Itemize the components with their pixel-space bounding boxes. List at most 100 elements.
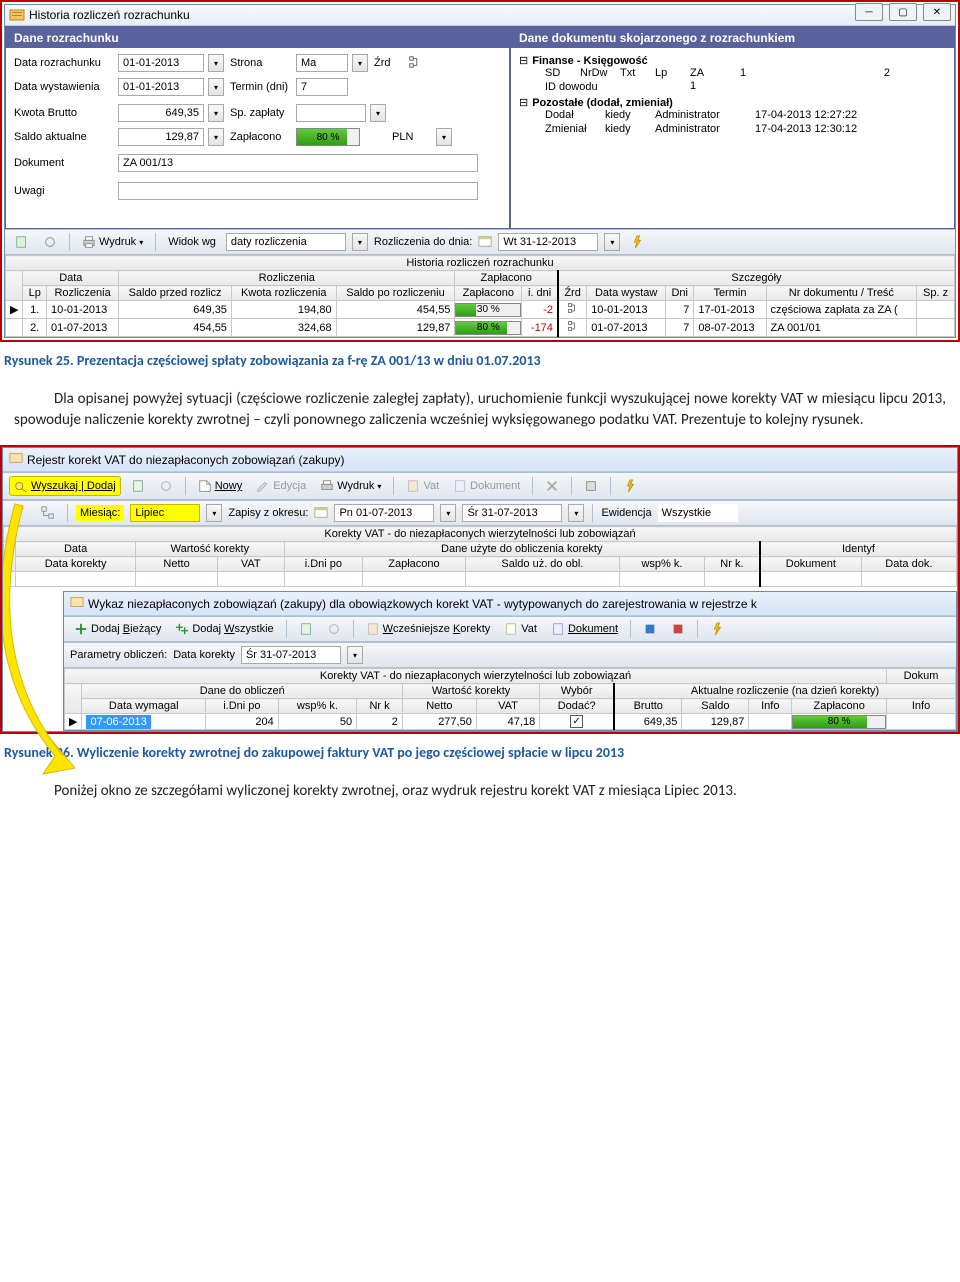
- tree-icon-1[interactable]: [9, 504, 31, 522]
- data-korekty-dropdown[interactable]: ▾: [347, 646, 363, 664]
- sub-dokument-button[interactable]: Dokument: [547, 620, 622, 638]
- toolbar-btn-2[interactable]: [39, 233, 61, 251]
- dropdown-sp-zaplaty[interactable]: ▾: [370, 104, 386, 122]
- widok-wg-field[interactable]: daty rozliczenia: [226, 233, 346, 251]
- lightning-icon-3[interactable]: [706, 620, 728, 638]
- sub-col-brutto[interactable]: Brutto: [614, 699, 682, 714]
- sub-col-vat[interactable]: VAT: [476, 699, 539, 714]
- col-lp[interactable]: Lp: [23, 286, 47, 301]
- sub-col-wsp[interactable]: wsp% k.: [278, 699, 356, 714]
- col-zrd[interactable]: Źrd: [558, 286, 587, 301]
- lightning-icon-2[interactable]: [619, 477, 641, 495]
- date-to-field[interactable]: Śr 31-07-2013: [462, 504, 562, 522]
- miesiac-field[interactable]: Lipiec: [130, 504, 200, 522]
- dodaj-wszystkie-button[interactable]: Dodaj Wszystkie: [171, 620, 277, 638]
- col-idni[interactable]: i. dni: [522, 286, 558, 301]
- field-dokument[interactable]: ZA 001/13: [118, 154, 478, 172]
- col-kwota[interactable]: Kwota rozliczenia: [231, 286, 336, 301]
- col-vat[interactable]: VAT: [217, 557, 284, 572]
- dropdown-kwota[interactable]: ▾: [208, 104, 224, 122]
- col-dni[interactable]: Dni: [666, 286, 694, 301]
- calendar-icon-2[interactable]: [314, 505, 328, 522]
- rozliczenia-date-field[interactable]: Wt 31-12-2013: [498, 233, 598, 251]
- nowy-button[interactable]: Nowy: [194, 477, 247, 495]
- col-netto[interactable]: Netto: [136, 557, 218, 572]
- field-data-rozrachunku[interactable]: 01-01-2013: [118, 54, 204, 72]
- field-kwota-brutto[interactable]: 649,35: [118, 104, 204, 122]
- wczesniejsze-button[interactable]: Wcześniejsze Korekty: [362, 620, 495, 638]
- dropdown-pln[interactable]: ▾: [436, 128, 452, 146]
- lightning-icon[interactable]: [626, 233, 648, 251]
- rozliczenia-date-dropdown[interactable]: ▾: [604, 233, 620, 251]
- vat-button[interactable]: Vat: [402, 477, 443, 495]
- close-button[interactable]: ✕: [923, 3, 951, 21]
- dodaj-biezacy-button[interactable]: Dodaj Bieżący: [70, 620, 165, 638]
- sub-red-sq[interactable]: [667, 620, 689, 638]
- field-termin[interactable]: 7: [296, 78, 348, 96]
- col-zaplacono-2[interactable]: Zapłacono: [363, 557, 465, 572]
- collapse-icon-2[interactable]: ⊟: [519, 96, 528, 109]
- collapse-icon[interactable]: ⊟: [519, 54, 528, 67]
- dodac-checkbox[interactable]: ✓: [570, 715, 583, 728]
- sub-blue-sq[interactable]: [639, 620, 661, 638]
- field-uwagi[interactable]: [118, 182, 478, 200]
- dropdown-data-rozrachunku[interactable]: ▾: [208, 54, 224, 72]
- sub-tb-btn-4[interactable]: [323, 620, 345, 638]
- field-strona[interactable]: Ma: [296, 54, 348, 72]
- sub-col-netto[interactable]: Netto: [402, 699, 476, 714]
- col-dokument-2[interactable]: Dokument: [760, 557, 861, 572]
- sub-col-zaplacono[interactable]: Zapłacono: [792, 699, 887, 714]
- ewidencja-field[interactable]: Wszystkie: [658, 504, 738, 522]
- field-sp-zaplaty[interactable]: [296, 104, 366, 122]
- data-korekty-field[interactable]: Śr 31-07-2013: [241, 646, 341, 664]
- wyszukaj-dodaj-button[interactable]: Wyszukaj | Dodaj: [9, 476, 121, 496]
- toolbar-btn-1[interactable]: [11, 233, 33, 251]
- dokument-button[interactable]: Dokument: [449, 477, 524, 495]
- sub-col-dodac[interactable]: Dodać?: [540, 699, 614, 714]
- sub-col-info2[interactable]: Info: [887, 699, 956, 714]
- tb2-btn-sq[interactable]: [580, 477, 602, 495]
- sub-grid-row[interactable]: ▶ 07-06-2013 204 50 2 277,50 47,18 ✓ 649…: [65, 714, 956, 730]
- sub-col-idni[interactable]: i.Dni po: [206, 699, 279, 714]
- sub-col-nrk[interactable]: Nr k: [357, 699, 403, 714]
- col-zaplacono[interactable]: Zapłacono: [455, 286, 522, 301]
- col-saldo-uz[interactable]: Saldo uż. do obl.: [465, 557, 619, 572]
- tb2-btn-3[interactable]: [155, 477, 177, 495]
- calendar-icon[interactable]: [478, 234, 492, 251]
- tb2-btn-x[interactable]: [541, 477, 563, 495]
- field-data-wyst[interactable]: 01-01-2013: [118, 78, 204, 96]
- col-rozliczenia[interactable]: Rozliczenia: [46, 286, 118, 301]
- col-sp[interactable]: Sp. z: [917, 286, 955, 301]
- wydruk-button-2[interactable]: Wydruk ▾: [316, 477, 385, 495]
- dropdown-data-wyst[interactable]: ▾: [208, 78, 224, 96]
- col-data-dok[interactable]: Data dok.: [861, 557, 956, 572]
- minimize-button[interactable]: ─: [855, 3, 883, 21]
- sub-vat-button[interactable]: Vat: [500, 620, 541, 638]
- table-row[interactable]: ▶1.10-01-2013649,35194,80454,5530 %-210-…: [6, 301, 955, 319]
- col-data-korekty[interactable]: Data korekty: [16, 557, 136, 572]
- miesiac-dropdown[interactable]: ▾: [206, 504, 222, 522]
- dropdown-saldo[interactable]: ▾: [208, 128, 224, 146]
- edycja-button[interactable]: Edycja: [252, 477, 310, 495]
- field-saldo[interactable]: 129,87: [118, 128, 204, 146]
- table-row[interactable]: 2.01-07-2013454,55324,68129,8780 %-17401…: [6, 319, 955, 337]
- col-nrk[interactable]: Nr k.: [704, 557, 760, 572]
- col-termin[interactable]: Termin: [694, 286, 766, 301]
- tree-icon-2[interactable]: [37, 504, 59, 522]
- date-from-field[interactable]: Pn 01-07-2013: [334, 504, 434, 522]
- tb2-btn-2[interactable]: [127, 477, 149, 495]
- sub-tb-btn-3[interactable]: [295, 620, 317, 638]
- maximize-button[interactable]: ▢: [889, 3, 917, 21]
- col-idni-2[interactable]: i.Dni po: [284, 557, 363, 572]
- sub-col-info[interactable]: Info: [749, 699, 792, 714]
- dropdown-strona[interactable]: ▾: [352, 54, 368, 72]
- date-from-dropdown[interactable]: ▾: [440, 504, 456, 522]
- date-to-dropdown[interactable]: ▾: [568, 504, 584, 522]
- sub-col-data-wymag[interactable]: Data wymagal: [82, 699, 206, 714]
- col-nr-dok[interactable]: Nr dokumentu / Treść: [766, 286, 917, 301]
- sub-col-saldo[interactable]: Saldo: [682, 699, 749, 714]
- print-button[interactable]: Wydruk ▾: [78, 233, 147, 251]
- col-data-wystaw[interactable]: Data wystaw: [587, 286, 666, 301]
- zrd-icon[interactable]: [408, 55, 436, 72]
- col-saldo-po[interactable]: Saldo po rozliczeniu: [336, 286, 455, 301]
